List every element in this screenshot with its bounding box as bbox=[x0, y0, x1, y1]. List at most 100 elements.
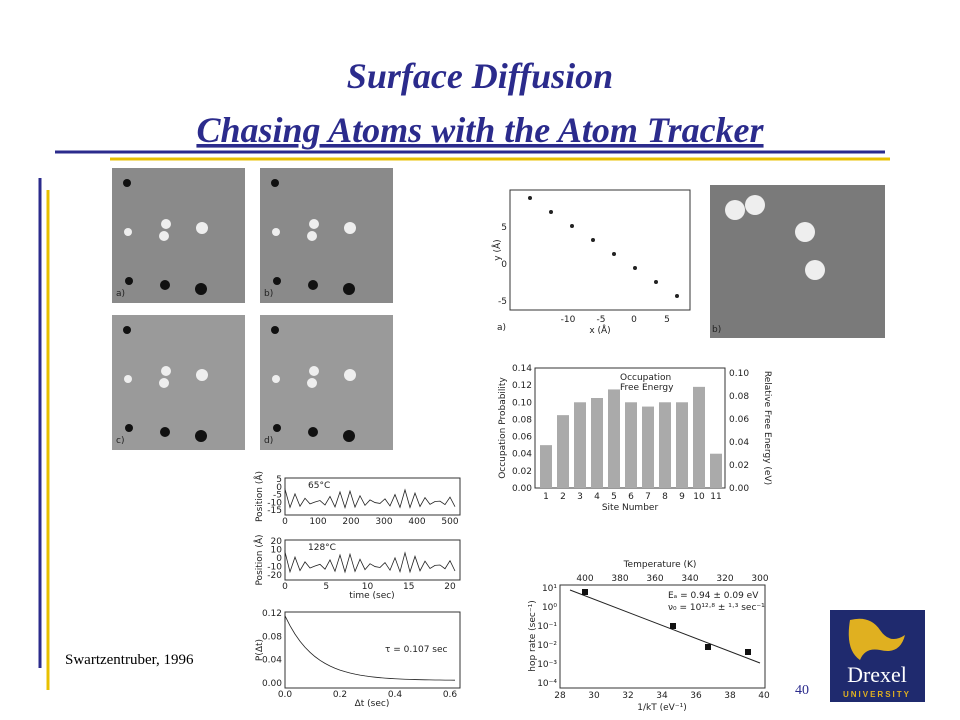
bar bbox=[659, 402, 671, 488]
figure-text: Temperature (K) bbox=[623, 560, 697, 570]
figure-text: 11 bbox=[710, 492, 721, 502]
stm-feature bbox=[273, 277, 281, 285]
figure-text: 20 bbox=[271, 537, 283, 547]
figure-text: 30 bbox=[588, 691, 600, 701]
stm-feature bbox=[308, 427, 318, 437]
stm-image bbox=[112, 168, 245, 303]
figure-text: b) bbox=[264, 289, 273, 299]
plot-point bbox=[633, 266, 637, 270]
stm-image bbox=[260, 315, 393, 450]
figure-text: 400 bbox=[408, 517, 425, 527]
stm-feature bbox=[161, 219, 171, 229]
figure-text: -20 bbox=[267, 571, 282, 581]
stm-feature bbox=[195, 283, 207, 295]
figure-text: Occupation bbox=[620, 373, 671, 383]
plot-frame bbox=[284, 539, 461, 581]
logo bbox=[830, 610, 925, 702]
stm-feature bbox=[307, 378, 317, 388]
figure-text: 20 bbox=[444, 582, 456, 592]
page-number: 40 bbox=[795, 683, 809, 698]
stm-feature bbox=[160, 427, 170, 437]
stm-feature bbox=[195, 430, 207, 442]
figure-text: 0 bbox=[501, 260, 507, 270]
figure-text: 300 bbox=[751, 574, 768, 584]
figure-text: 0.14 bbox=[512, 364, 532, 374]
plot-point bbox=[745, 649, 751, 655]
stm-feature bbox=[805, 260, 825, 280]
plot-frame bbox=[284, 611, 461, 689]
figure-text: 4 bbox=[594, 492, 600, 502]
plot-point bbox=[675, 294, 679, 298]
figure-text: 0.12 bbox=[512, 381, 532, 391]
figure-text: 32 bbox=[622, 691, 633, 701]
plot-point bbox=[670, 623, 676, 629]
figure-text: 10⁻² bbox=[537, 641, 557, 651]
plot-line bbox=[284, 488, 456, 509]
plot-point bbox=[570, 224, 574, 228]
plot-point bbox=[549, 210, 553, 214]
figure-text: 3 bbox=[577, 492, 583, 502]
figure-text: 0.06 bbox=[512, 433, 532, 443]
figure-text: -5 bbox=[498, 297, 507, 307]
figure-text: hop rate (sec⁻¹) bbox=[528, 600, 538, 671]
figure-text: 0.04 bbox=[262, 656, 282, 666]
citation: Swartzentruber, 1996 bbox=[65, 652, 194, 668]
figure-text: 6 bbox=[628, 492, 634, 502]
figure-text: Position (Å) bbox=[253, 534, 265, 585]
figure-text: 0 bbox=[276, 483, 282, 493]
figure-text: c) bbox=[116, 436, 124, 446]
figure-text: 0.06 bbox=[729, 415, 749, 425]
stm-image bbox=[112, 315, 245, 450]
figure-text: -10 bbox=[267, 563, 282, 573]
stm-feature bbox=[123, 179, 131, 187]
stm-feature bbox=[309, 366, 319, 376]
figure-text: -10 bbox=[267, 498, 282, 508]
stm-feature bbox=[725, 200, 745, 220]
figure-text: y (Å) bbox=[491, 239, 503, 260]
figure-text: 0.04 bbox=[512, 450, 532, 460]
figure-text: 380 bbox=[611, 574, 628, 584]
figure-text: 10⁻³ bbox=[537, 660, 557, 670]
stm-feature bbox=[272, 375, 280, 383]
plot-frame bbox=[509, 189, 691, 311]
stm-feature bbox=[309, 219, 319, 229]
figure-text: Free Energy bbox=[620, 383, 674, 393]
figure-text: 34 bbox=[656, 691, 668, 701]
figure-text: 10 bbox=[271, 546, 283, 556]
figure-text: Relative Free Energy (eV) bbox=[762, 371, 772, 485]
figure-text: 0.2 bbox=[333, 690, 347, 700]
figure-text: 0.02 bbox=[512, 467, 532, 477]
bar bbox=[693, 386, 705, 488]
figure-text: 1 bbox=[543, 492, 549, 502]
title: Surface Diffusion bbox=[347, 56, 613, 96]
stm-feature bbox=[795, 222, 815, 242]
figure-text: time (sec) bbox=[349, 591, 394, 601]
figure-text: a) bbox=[116, 289, 125, 299]
figure-text: 0.10 bbox=[512, 398, 532, 408]
stm-feature bbox=[196, 369, 208, 381]
stm-feature bbox=[272, 228, 280, 236]
stm-feature bbox=[196, 222, 208, 234]
plot-point bbox=[582, 589, 588, 595]
figure-text: 0.00 bbox=[729, 484, 749, 494]
figure-text: 0.00 bbox=[512, 484, 532, 494]
fit-line bbox=[569, 589, 761, 664]
figure-text: 0.12 bbox=[262, 609, 282, 619]
stm-feature bbox=[159, 231, 169, 241]
figure-text: 300 bbox=[375, 517, 392, 527]
logo-name: Drexel bbox=[847, 662, 907, 687]
figure-text: 0.02 bbox=[729, 461, 749, 471]
figure-text: 5 bbox=[664, 315, 670, 325]
figure-text: 0.0 bbox=[278, 690, 293, 700]
figure-text: Δt (sec) bbox=[355, 699, 390, 709]
stm-feature bbox=[161, 366, 171, 376]
stm-feature bbox=[344, 369, 356, 381]
figure-text: 200 bbox=[342, 517, 359, 527]
plot-line bbox=[284, 550, 456, 574]
figure-text: -10 bbox=[561, 315, 576, 325]
figure-text: 0.04 bbox=[729, 438, 749, 448]
stm-feature bbox=[343, 430, 355, 442]
figure-text: 0.08 bbox=[512, 415, 532, 425]
figure-text: 0 bbox=[282, 517, 288, 527]
figure-text: 10⁻⁴ bbox=[537, 679, 557, 689]
